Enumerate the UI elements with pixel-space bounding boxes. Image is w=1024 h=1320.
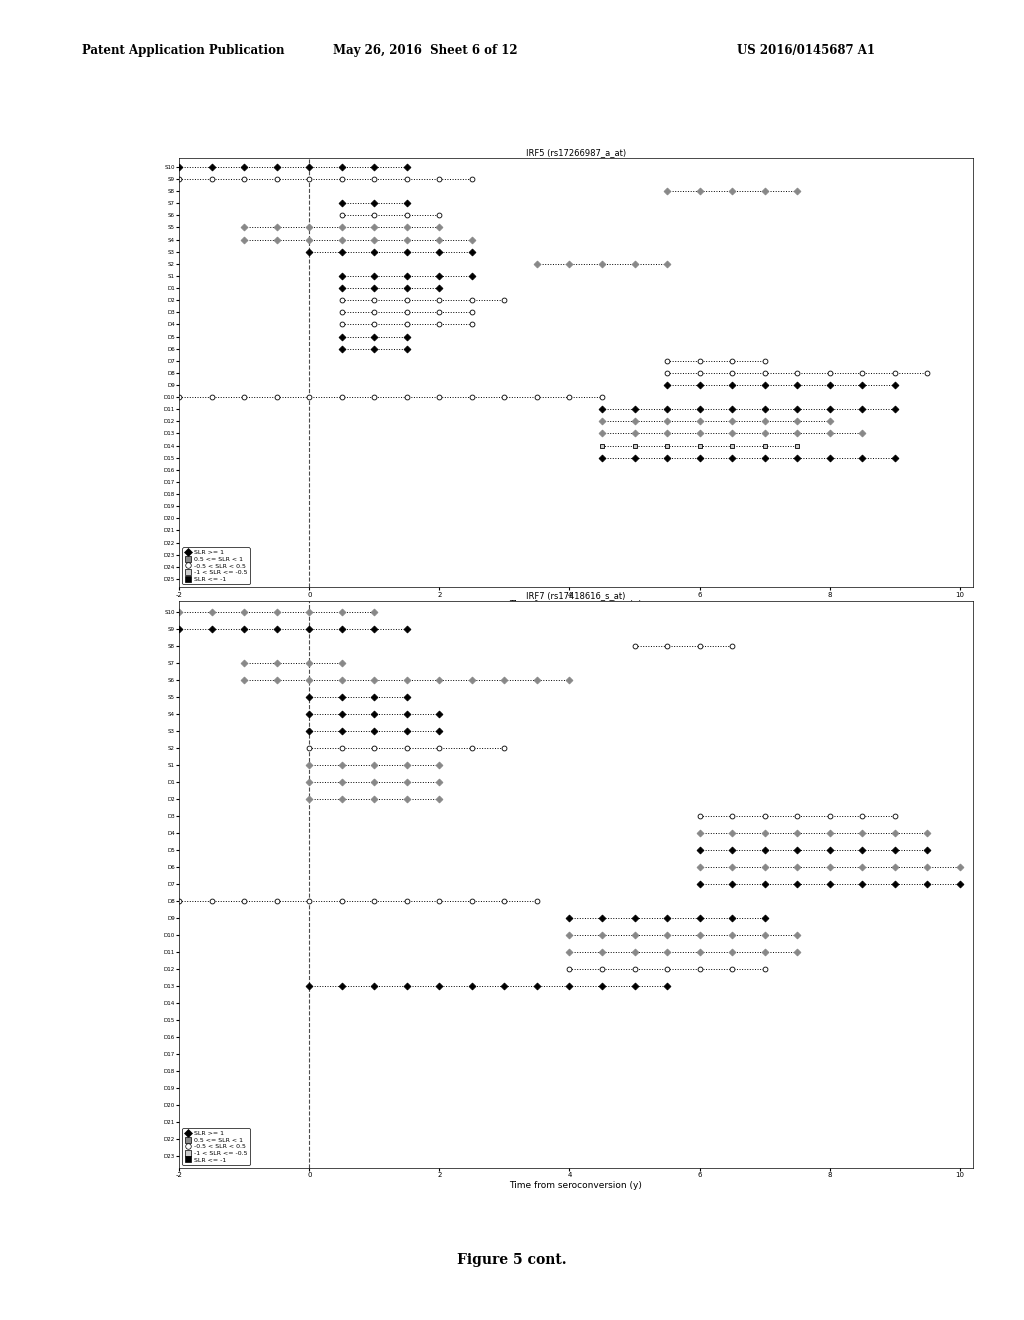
Text: US 2016/0145687 A1: US 2016/0145687 A1: [737, 44, 876, 57]
Title: IRF5 (rs17266987_a_at): IRF5 (rs17266987_a_at): [526, 149, 626, 157]
Text: Patent Application Publication: Patent Application Publication: [82, 44, 285, 57]
Title: IRF7 (rs17418616_s_at): IRF7 (rs17418616_s_at): [526, 591, 626, 599]
Legend: SLR >= 1, 0.5 <= SLR < 1, -0.5 < SLR < 0.5, -1 < SLR <= -0.5, SLR <= -1: SLR >= 1, 0.5 <= SLR < 1, -0.5 < SLR < 0…: [182, 548, 250, 585]
Legend: SLR >= 1, 0.5 <= SLR < 1, -0.5 < SLR < 0.5, -1 < SLR <= -0.5, SLR <= -1: SLR >= 1, 0.5 <= SLR < 1, -0.5 < SLR < 0…: [182, 1129, 250, 1166]
X-axis label: Time from seroconversion (y): Time from seroconversion (y): [510, 1181, 642, 1191]
Text: May 26, 2016  Sheet 6 of 12: May 26, 2016 Sheet 6 of 12: [333, 44, 517, 57]
Text: Figure 5 cont.: Figure 5 cont.: [457, 1253, 567, 1267]
X-axis label: Time from seroconversion (y): Time from seroconversion (y): [510, 601, 642, 610]
